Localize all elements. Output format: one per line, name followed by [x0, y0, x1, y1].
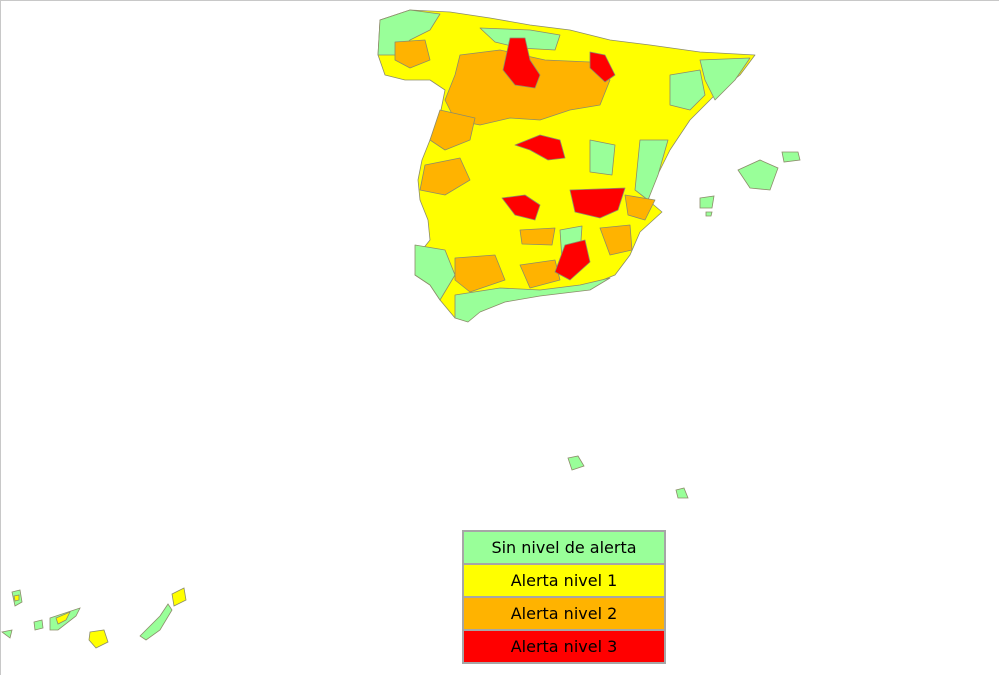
- ceuta: [567, 455, 585, 471]
- lanzarote-island: [171, 587, 187, 607]
- andalucia-south-green: [454, 277, 611, 323]
- cuenca-green: [589, 139, 616, 176]
- burgos-red: [502, 37, 541, 89]
- murcia-orange: [599, 224, 633, 256]
- formentera-island: [705, 211, 713, 217]
- madrid-red: [514, 134, 566, 161]
- sevilla-orange: [454, 254, 506, 293]
- tenerife-yellow: [55, 611, 71, 625]
- toledo-red: [501, 194, 541, 221]
- legend-level-3-label: Alerta nivel 3: [510, 637, 618, 656]
- gran-canaria-island: [88, 629, 109, 649]
- catalonia-green: [699, 57, 751, 101]
- legend-level-1-label: Alerta nivel 1: [510, 571, 618, 590]
- mallorca-island: [737, 159, 779, 191]
- legend: Sin nivel de alerta Alerta nivel 1 Alert…: [462, 530, 666, 664]
- legend-none-label: Sin nivel de alerta: [491, 538, 637, 557]
- legend-level-2-label: Alerta nivel 2: [510, 604, 618, 623]
- andalucia-west-green: [414, 244, 456, 301]
- la-palma-yellow: [13, 594, 20, 602]
- melilla: [675, 487, 689, 499]
- extremadura-orange: [419, 157, 471, 196]
- west-orange: [429, 109, 476, 151]
- legend-level-1: Alerta nivel 1: [464, 563, 664, 596]
- jaen-red: [554, 239, 591, 281]
- menorca-island: [781, 151, 801, 163]
- north-coast-green: [377, 9, 441, 56]
- valencia-coast-green: [634, 139, 669, 201]
- castilla-orange: [444, 49, 611, 126]
- valencia-orange: [624, 194, 656, 221]
- ibiza-island: [699, 195, 715, 209]
- fuerteventura-island: [139, 603, 173, 641]
- granada-orange: [519, 259, 561, 289]
- ciudad-real-orange: [519, 227, 556, 246]
- la-gomera-island: [33, 619, 44, 631]
- legend-none: Sin nivel de alerta: [464, 532, 664, 563]
- legend-level-3: Alerta nivel 3: [464, 629, 664, 662]
- ebro-green: [669, 69, 706, 111]
- navarra-red: [589, 51, 616, 83]
- albacete-red: [569, 187, 626, 219]
- legend-level-2: Alerta nivel 2: [464, 596, 664, 629]
- el-hierro-island: [1, 629, 13, 639]
- north-orange-2: [394, 39, 431, 69]
